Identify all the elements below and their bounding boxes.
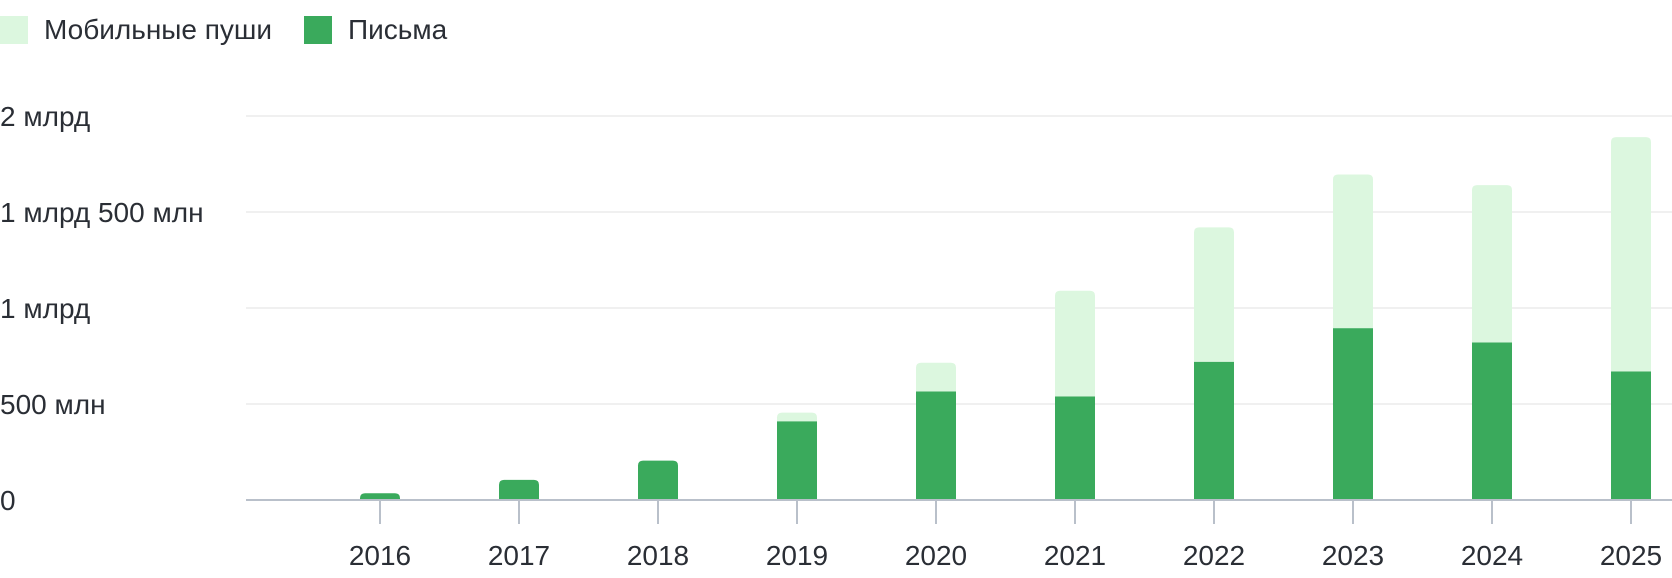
x-tick-label: 2024 — [1461, 540, 1523, 571]
x-tick-label: 2016 — [349, 540, 411, 571]
bar-pushi — [1472, 185, 1512, 343]
x-tick-label: 2025 — [1600, 540, 1662, 571]
bar-pushi — [1611, 137, 1651, 372]
legend-swatch — [304, 16, 333, 44]
bar-pisma — [1611, 371, 1651, 500]
x-tick-label: 2022 — [1183, 540, 1245, 571]
bar-pisma — [916, 391, 956, 500]
legend-swatch — [0, 16, 28, 44]
x-tick-label: 2018 — [627, 540, 689, 571]
x-tick-label: 2017 — [488, 540, 550, 571]
legend-item: Письма — [304, 14, 447, 46]
bar-pisma — [360, 493, 400, 500]
bar-pushi — [1055, 290, 1095, 397]
x-tick-label: 2020 — [905, 540, 967, 571]
bar-pisma — [1055, 396, 1095, 500]
bar-pisma — [1333, 328, 1373, 500]
legend-label: Письма — [348, 14, 448, 45]
bar-pisma — [638, 460, 678, 500]
bar-pushi — [1194, 227, 1234, 362]
x-tick-label: 2023 — [1322, 540, 1384, 571]
bar-pushi — [1333, 174, 1373, 329]
y-tick-label: 500 млн — [0, 389, 106, 420]
bar-pushi — [916, 362, 956, 392]
y-tick-label: 1 млрд — [0, 293, 90, 324]
legend-item: Мобильные пуши — [0, 14, 272, 46]
legend: Мобильные пуши Письма — [0, 14, 479, 46]
x-tick-label: 2019 — [766, 540, 828, 571]
bar-pisma — [1472, 342, 1512, 500]
bar-pushi — [777, 412, 817, 422]
y-tick-label: 1 млрд 500 млн — [0, 197, 204, 228]
bar-pisma — [777, 421, 817, 500]
bar-pisma — [1194, 361, 1234, 500]
y-tick-label: 2 млрд — [0, 101, 90, 132]
legend-label: Мобильные пуши — [44, 14, 273, 45]
y-tick-label: 0 — [0, 485, 16, 516]
bar-pisma — [499, 479, 539, 500]
x-tick-label: 2021 — [1044, 540, 1106, 571]
